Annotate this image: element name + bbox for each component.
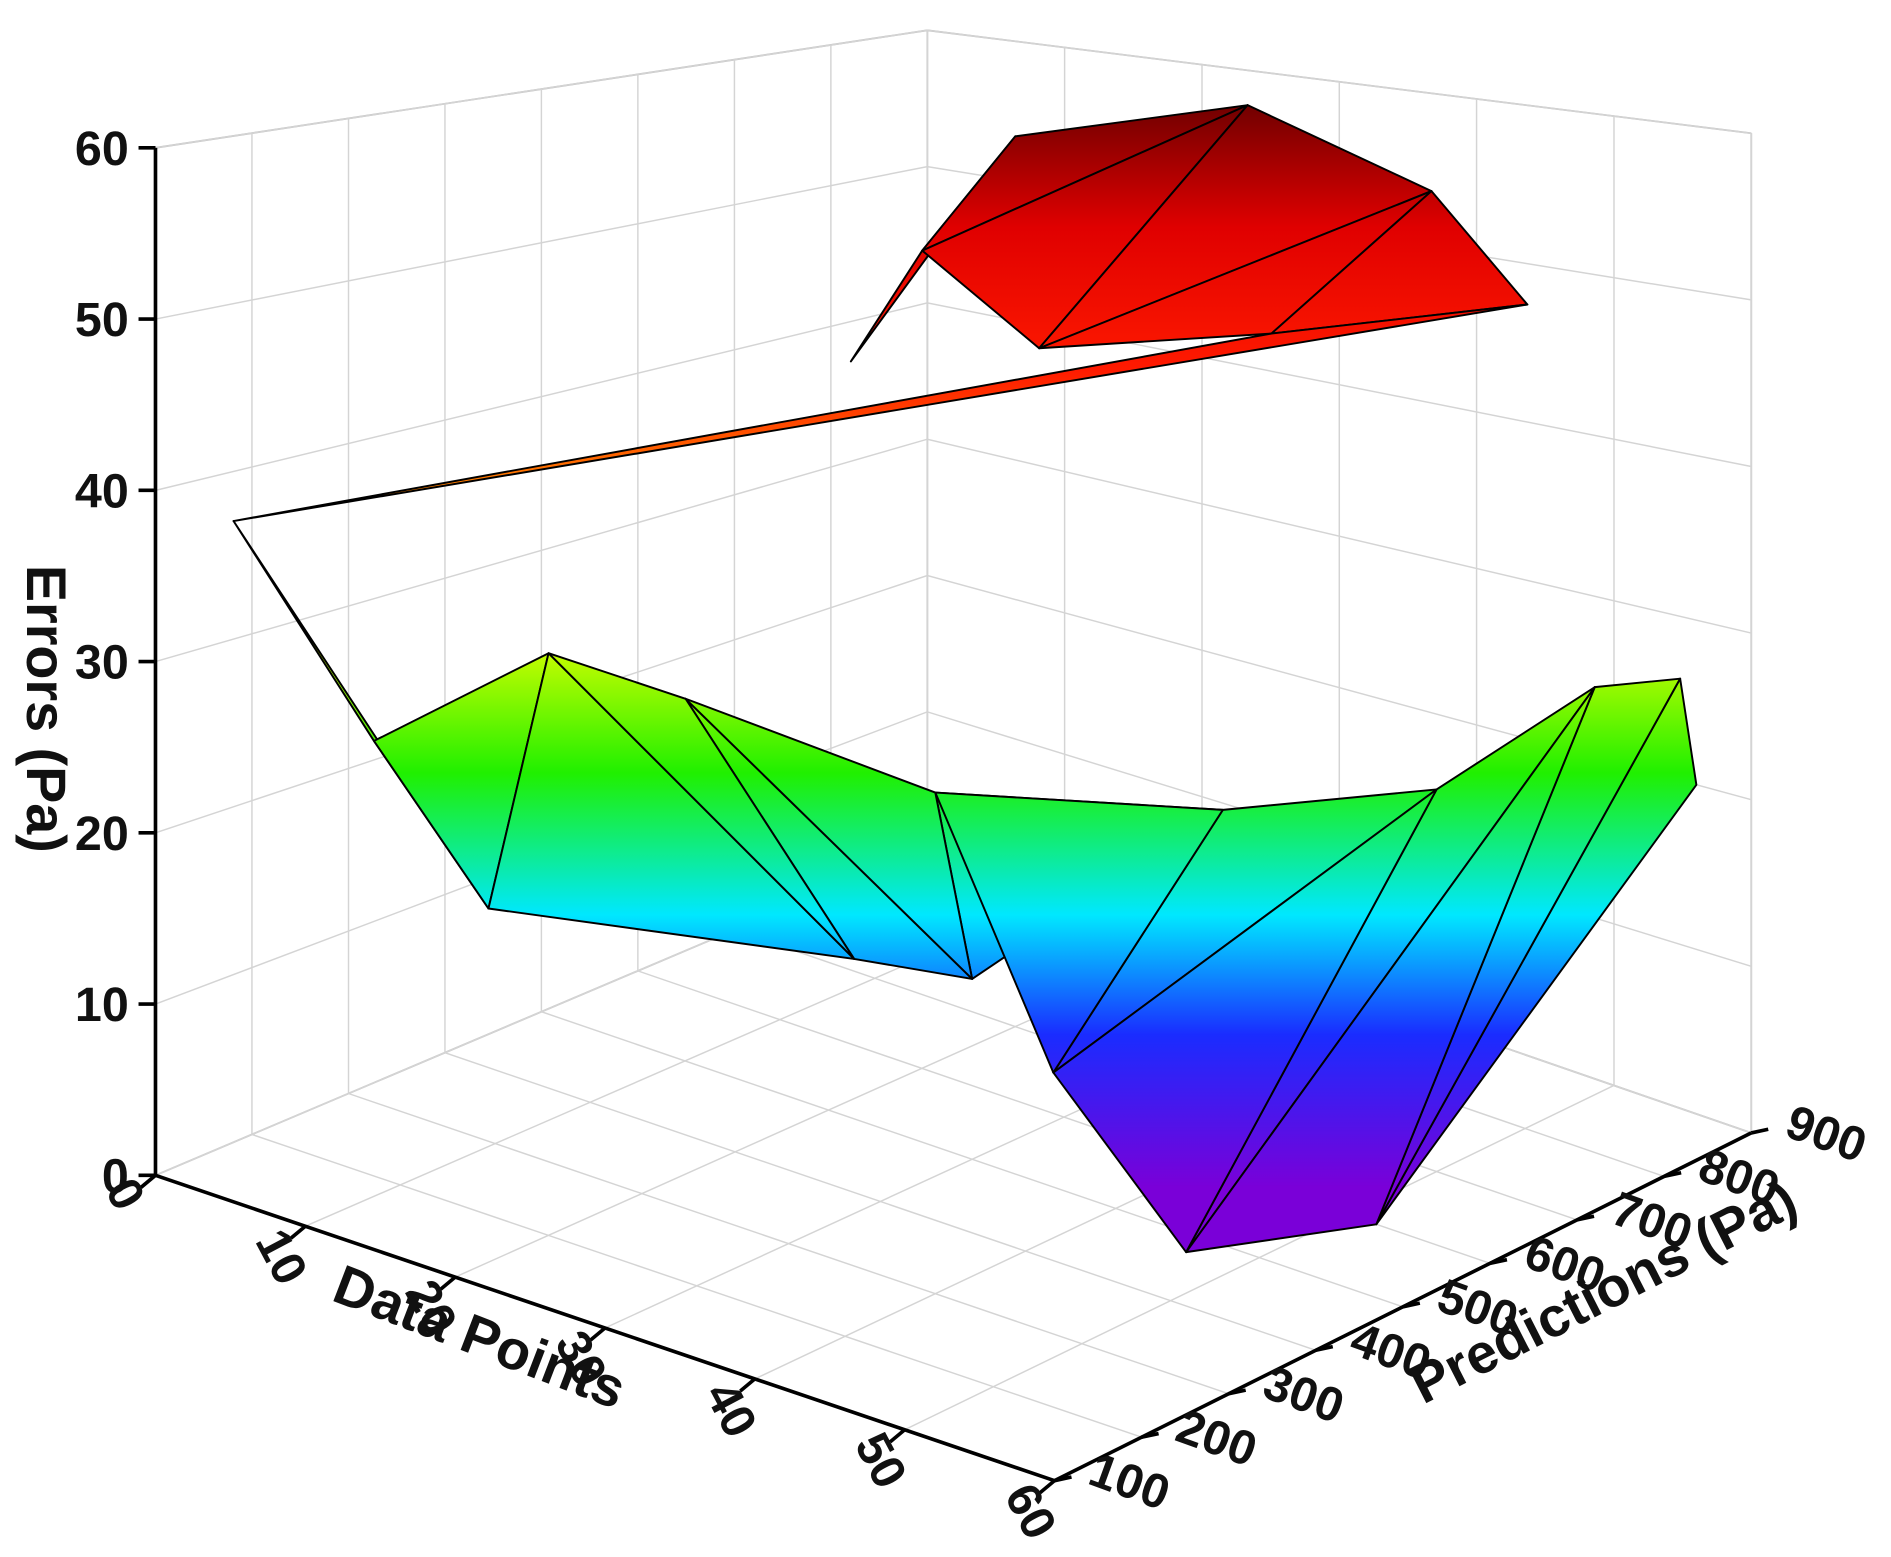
x-tick bbox=[139, 1173, 157, 1189]
surface-facet bbox=[547, 652, 856, 960]
x-tick bbox=[289, 1224, 307, 1240]
grid-line bbox=[155, 29, 1752, 149]
surface-facet bbox=[1185, 686, 1596, 1254]
y-tick bbox=[1054, 1475, 1072, 1483]
x-tick bbox=[889, 1428, 906, 1444]
surface-facet bbox=[1052, 788, 1438, 1254]
y-tick-label: 200 bbox=[1169, 1399, 1263, 1477]
y-tick bbox=[1663, 1170, 1682, 1179]
y-tick bbox=[1750, 1127, 1769, 1135]
y-tick bbox=[1228, 1388, 1247, 1396]
z-tick-label: 0 bbox=[102, 1149, 129, 1203]
surface bbox=[232, 104, 1698, 1254]
surface-facet bbox=[232, 303, 1529, 522]
x-tick bbox=[589, 1326, 607, 1342]
surface-facet bbox=[934, 791, 1224, 1074]
y-tick bbox=[1402, 1301, 1421, 1309]
z-tick-label: 60 bbox=[75, 122, 129, 176]
y-tick bbox=[1315, 1344, 1334, 1353]
z-tick-label: 50 bbox=[75, 293, 129, 347]
x-tick bbox=[739, 1377, 757, 1393]
x-tick-label: 10 bbox=[245, 1221, 318, 1294]
grid-line bbox=[540, 89, 1404, 1308]
x-tick bbox=[1038, 1479, 1056, 1495]
surface-facet bbox=[684, 697, 974, 980]
grid-line bbox=[251, 133, 1142, 1438]
grid-line bbox=[155, 438, 1752, 663]
z-tick-label: 30 bbox=[75, 636, 129, 690]
grid-line bbox=[347, 118, 1230, 1395]
x-tick-label: 50 bbox=[844, 1424, 917, 1497]
x-tick bbox=[439, 1275, 457, 1291]
y-tick-label: 900 bbox=[1779, 1095, 1873, 1173]
x-tick-label: 60 bbox=[994, 1475, 1067, 1548]
y-tick bbox=[1489, 1257, 1508, 1266]
y-tick-label: 100 bbox=[1082, 1443, 1176, 1521]
y-tick bbox=[1141, 1431, 1159, 1439]
z-axis-title: Errors (Pa) bbox=[15, 565, 77, 853]
y-tick bbox=[1576, 1214, 1595, 1222]
z-tick-label: 10 bbox=[75, 978, 129, 1032]
x-tick-label: 40 bbox=[694, 1373, 767, 1446]
z-tick-label: 40 bbox=[75, 464, 129, 518]
z-tick-label: 20 bbox=[75, 807, 129, 861]
y-tick-label: 300 bbox=[1256, 1356, 1350, 1434]
grid-line bbox=[444, 103, 1317, 1351]
